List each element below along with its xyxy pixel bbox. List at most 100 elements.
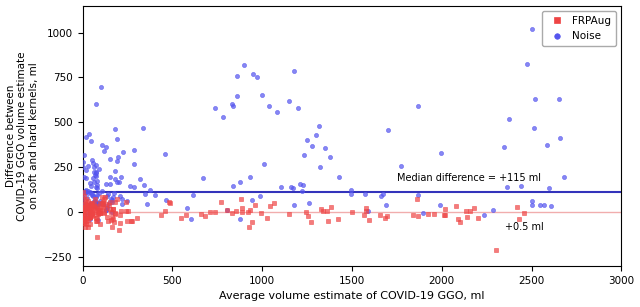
Point [440,213,451,218]
Point [539,202,549,207]
Point [79,221,89,226]
Point [78,205,88,210]
Point [94,166,104,171]
Point [232,73,242,78]
Point [231,208,241,213]
Point [81,205,91,210]
Point [106,200,116,204]
Point [289,69,299,74]
Point [109,219,119,224]
Point [80,224,90,229]
Point [95,211,106,216]
Point [79,212,89,217]
Point [88,205,99,210]
Point [83,188,93,193]
Point [83,218,93,223]
Point [108,217,118,222]
Point [451,204,461,208]
Point [364,218,374,223]
Point [79,219,89,223]
Point [302,138,312,143]
Point [100,182,111,187]
Point [93,190,104,195]
Point [245,175,255,180]
Point [78,216,88,221]
Point [227,101,237,106]
Point [91,169,101,174]
Point [522,62,532,67]
Point [235,180,245,185]
Point [90,194,100,199]
Point [222,208,232,213]
Point [440,207,451,212]
Point [81,202,92,207]
Point [360,192,370,197]
Point [198,176,209,181]
Point [323,218,333,223]
Point [156,212,166,217]
Point [94,209,104,214]
Point [81,203,91,208]
Point [439,213,449,218]
Point [429,212,440,216]
Point [97,202,108,207]
Point [83,212,93,217]
Point [112,136,122,141]
Point [255,193,265,198]
Point [297,188,307,193]
Point [102,193,112,198]
Point [305,220,316,224]
Point [211,106,221,111]
Point [516,184,526,189]
Point [92,183,102,188]
Point [84,203,95,208]
Point [98,205,108,210]
Point [79,205,89,210]
Point [87,201,97,206]
Point [412,196,422,201]
Point [115,175,125,180]
Point [93,201,104,206]
Point [381,202,391,207]
Point [271,109,282,114]
Point [248,72,259,76]
Point [81,205,91,210]
Point [84,132,94,137]
Point [110,211,120,216]
Point [109,211,120,216]
Point [86,138,96,143]
Point [347,209,357,214]
Point [79,207,89,212]
Point [108,207,118,212]
Point [89,200,99,205]
Point [129,185,140,189]
Point [86,200,97,205]
Point [490,247,500,252]
Point [108,207,118,212]
Point [83,205,93,210]
Point [211,210,221,215]
Point [112,159,122,164]
Point [469,206,479,211]
Point [244,207,255,212]
Point [188,192,198,197]
Point [78,204,88,209]
Point [91,163,101,168]
Point [87,211,97,216]
Point [104,181,115,186]
Point [83,191,93,196]
Point [110,176,120,181]
Point [79,194,89,199]
Point [78,208,88,213]
Point [113,180,124,185]
Point [91,200,101,205]
Point [237,210,248,215]
Point [92,185,102,190]
Point [115,213,125,218]
Point [129,148,139,153]
Point [265,204,275,209]
Point [140,192,150,197]
Point [87,192,97,196]
Point [252,75,262,80]
Point [89,201,99,206]
